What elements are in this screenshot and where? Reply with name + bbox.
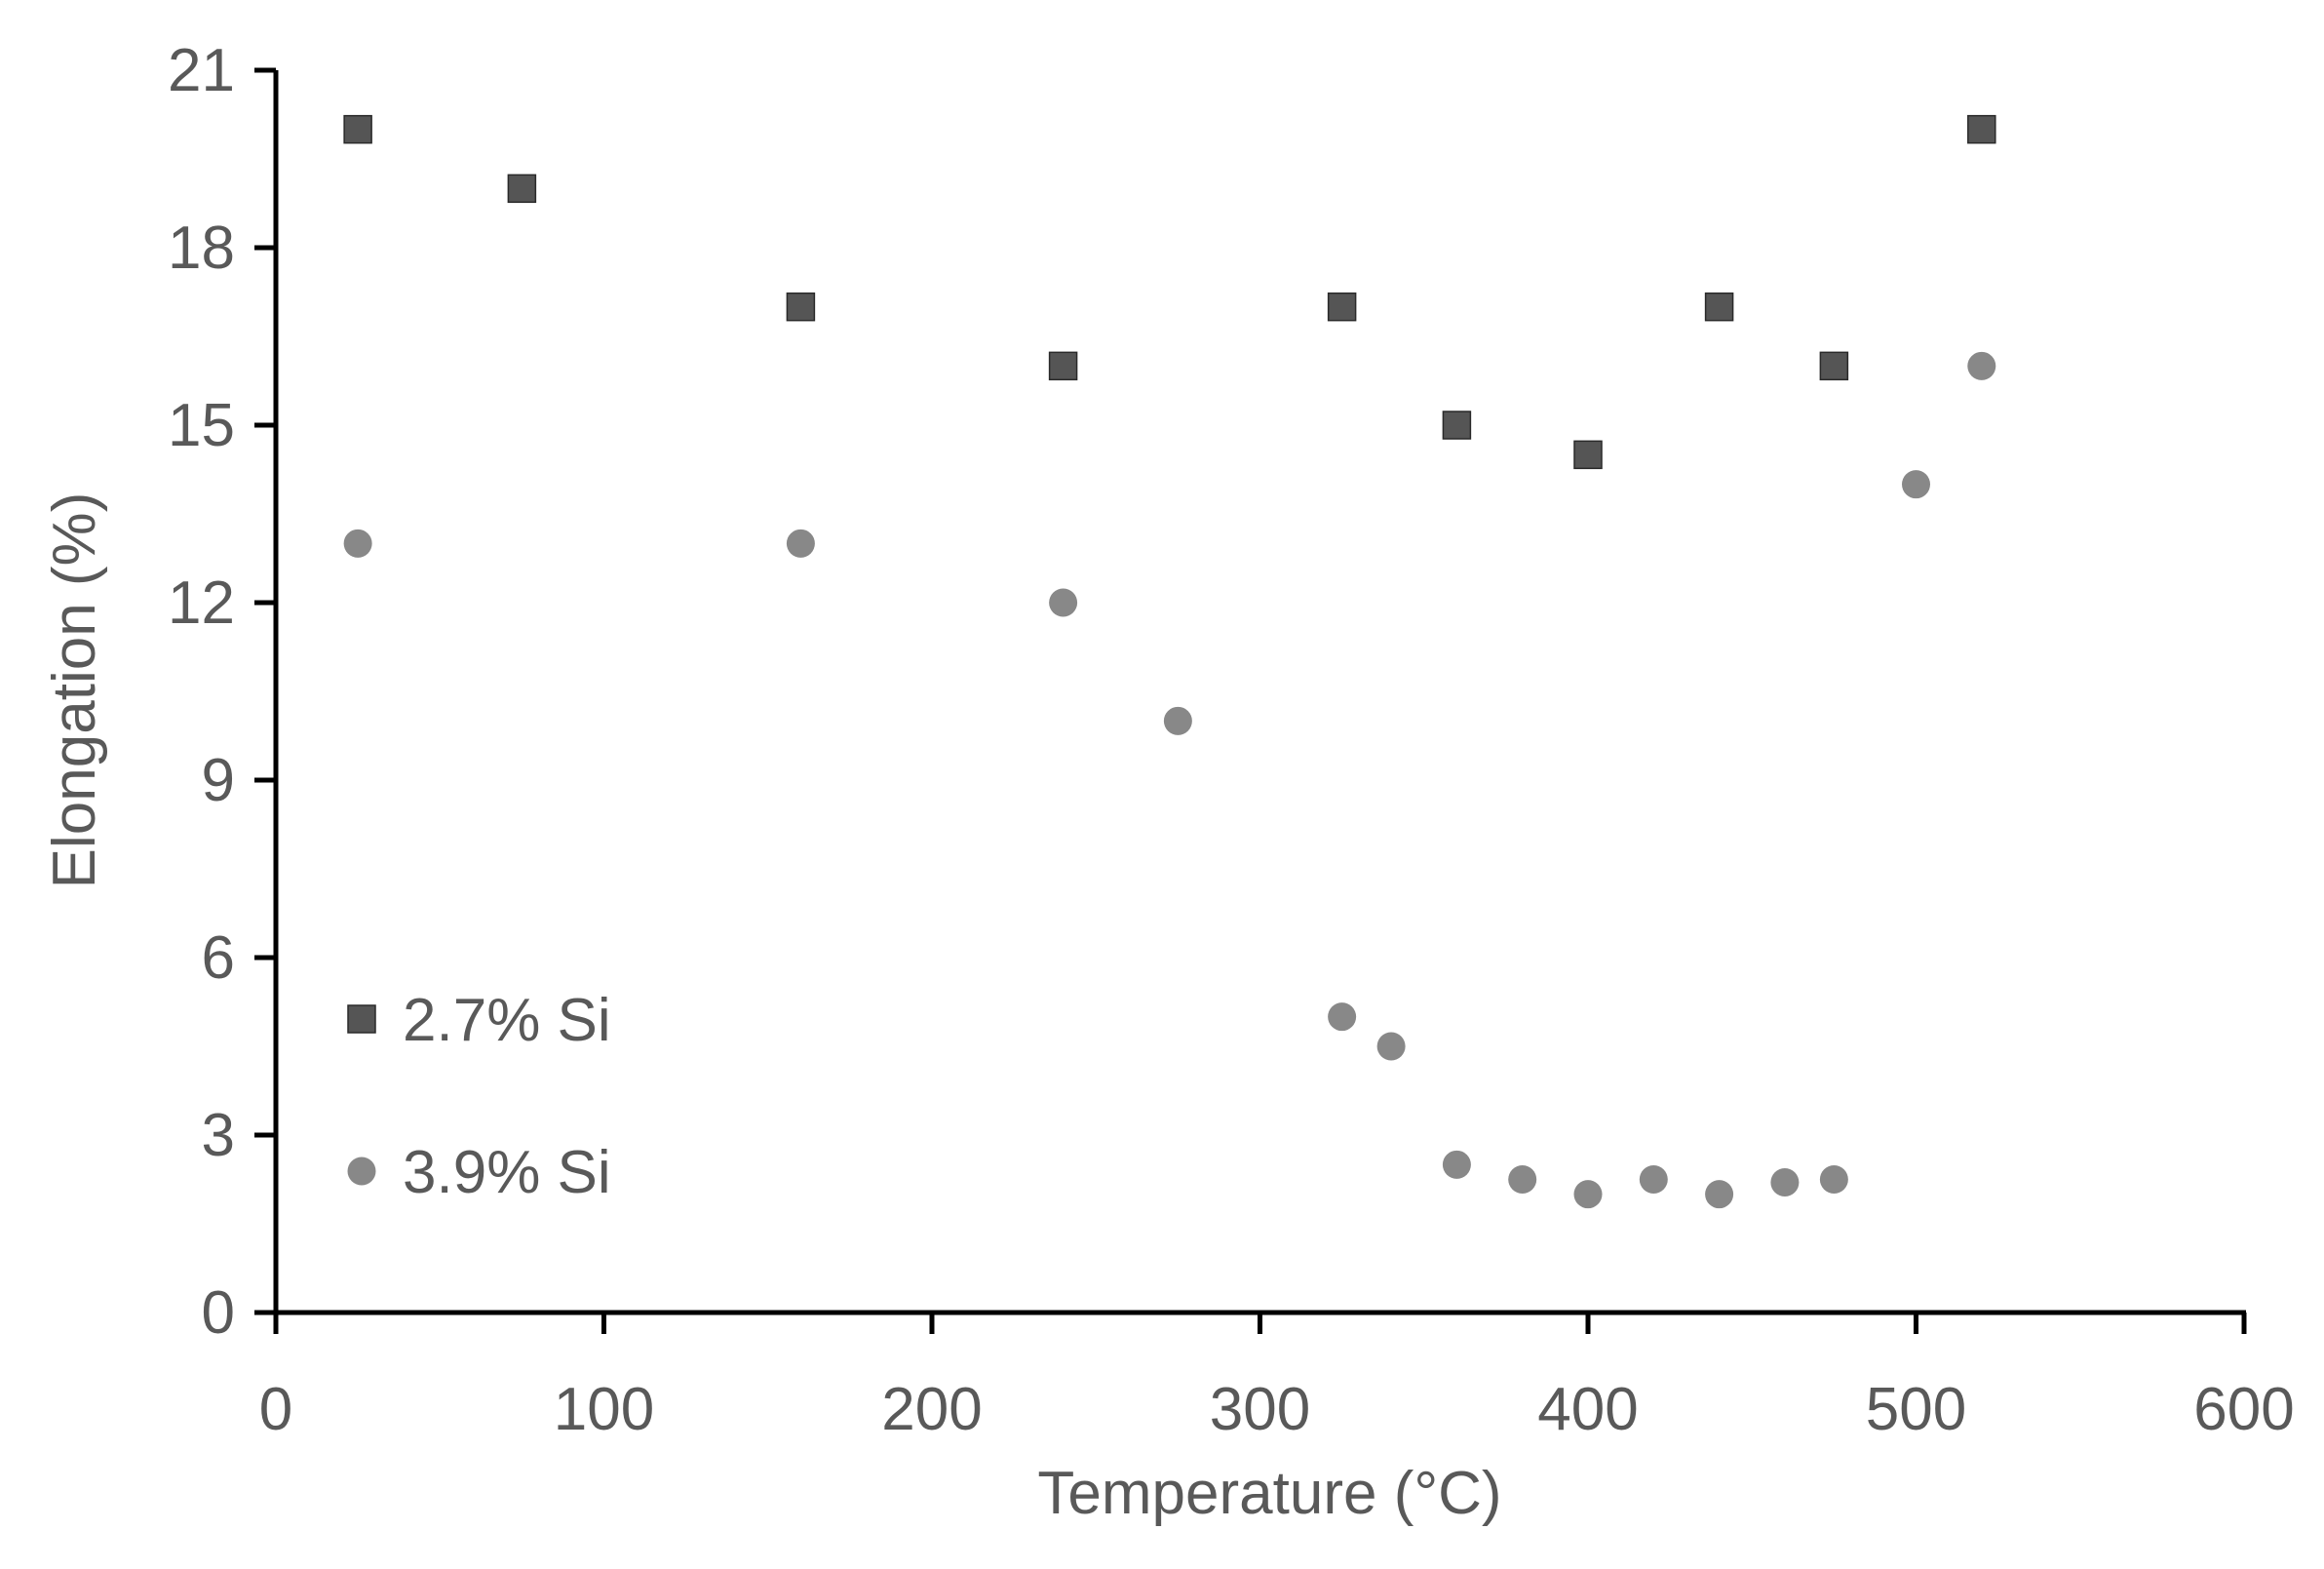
data-point bbox=[507, 174, 537, 204]
y-tick-label: 9 bbox=[202, 747, 235, 814]
x-axis-title: Temperature (°C) bbox=[1037, 1460, 1501, 1527]
y-tick-label: 12 bbox=[168, 569, 235, 637]
x-axis-ticks: 0 100 200 300 400 500 600 bbox=[259, 1313, 2295, 1443]
data-marks bbox=[343, 114, 1996, 1209]
series-2 bbox=[343, 351, 1996, 1209]
x-tick-label: 0 bbox=[259, 1376, 292, 1443]
legend-label: 2.7% Si bbox=[403, 987, 611, 1054]
data-point bbox=[1049, 588, 1078, 617]
data-point bbox=[1573, 1180, 1603, 1209]
data-point bbox=[1163, 706, 1192, 735]
y-tick-label: 6 bbox=[202, 924, 235, 992]
data-point bbox=[1902, 470, 1930, 499]
y-tick-label: 18 bbox=[168, 215, 235, 282]
data-point bbox=[1819, 1165, 1848, 1194]
data-point bbox=[1639, 1165, 1668, 1194]
data-point bbox=[1328, 1002, 1357, 1032]
data-point bbox=[1442, 411, 1472, 440]
data-point bbox=[1967, 114, 1996, 144]
legend-item: 2.7% Si bbox=[347, 987, 611, 1054]
x-tick-label: 200 bbox=[881, 1376, 982, 1443]
legend-square-icon bbox=[347, 1004, 376, 1034]
x-tick-label: 600 bbox=[2193, 1376, 2294, 1443]
y-axis-title: Elongation (%) bbox=[41, 492, 108, 889]
data-point bbox=[1048, 351, 1078, 381]
series-1 bbox=[343, 114, 1996, 470]
y-tick-label: 3 bbox=[202, 1102, 235, 1169]
y-tick-label: 0 bbox=[202, 1279, 235, 1347]
data-point bbox=[1327, 292, 1357, 322]
legend: 2.7% Si 3.9% Si bbox=[347, 987, 611, 1206]
legend-circle-icon bbox=[347, 1157, 376, 1186]
data-point bbox=[1573, 440, 1603, 470]
data-point bbox=[786, 529, 815, 558]
data-point bbox=[1442, 1150, 1471, 1179]
data-point bbox=[1819, 351, 1849, 381]
x-tick-label: 100 bbox=[554, 1376, 654, 1443]
data-point bbox=[343, 529, 372, 558]
y-tick-label: 21 bbox=[168, 37, 235, 104]
data-point bbox=[1770, 1168, 1800, 1197]
x-tick-label: 400 bbox=[1537, 1376, 1638, 1443]
x-tick-label: 300 bbox=[1210, 1376, 1310, 1443]
data-point bbox=[1704, 292, 1734, 322]
legend-label: 3.9% Si bbox=[403, 1139, 611, 1206]
data-point bbox=[1508, 1165, 1537, 1194]
data-point bbox=[1376, 1032, 1406, 1061]
data-point bbox=[343, 114, 372, 144]
x-tick-label: 500 bbox=[1866, 1376, 1966, 1443]
y-tick-label: 15 bbox=[168, 392, 235, 459]
y-axis-ticks: 0 3 6 9 12 15 18 21 bbox=[168, 37, 276, 1347]
legend-item: 3.9% Si bbox=[347, 1139, 611, 1206]
data-point bbox=[1705, 1180, 1734, 1209]
data-point bbox=[1967, 351, 1996, 380]
data-point bbox=[786, 292, 816, 322]
